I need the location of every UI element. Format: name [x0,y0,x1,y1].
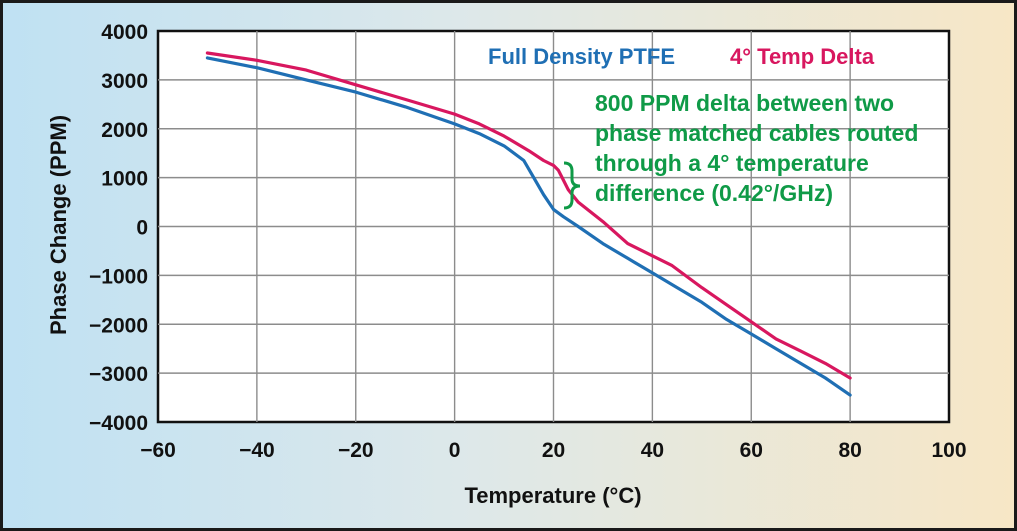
x-tick-label: −20 [338,439,374,462]
y-tick-label: 0 [136,217,148,240]
annotation-brace [563,161,581,210]
y-tick-label: 2000 [101,119,148,142]
series-lines [205,51,852,397]
annotation-line-4: difference (0.42°/GHz) [595,180,833,206]
series-line-temp-delta [205,51,852,380]
x-tick-label: 80 [838,439,861,462]
x-tick-label: 40 [641,439,664,462]
annotation-line-1: 800 PPM delta between two [595,90,894,116]
series-line-full-density-ptfe [205,56,852,397]
annotation-line-2: phase matched cables routed [595,120,918,146]
y-tick-label: 4000 [101,21,148,44]
annotation-line-3: through a 4° temperature [595,150,869,176]
legend-entry-temp-delta: 4° Temp Delta [730,44,875,69]
y-axis-title: Phase Change (PPM) [46,115,71,335]
annotation: 800 PPM delta between two phase matched … [563,90,918,210]
x-tick-label: −40 [239,439,275,462]
tick-labels: −60 −40 −20 0 20 40 60 80 100 4000 3000 2000 1000 0 −1… [89,21,967,462]
x-tick-label: −60 [140,439,176,462]
y-tick-label: −3000 [89,363,148,386]
legend-entry-full-density-ptfe: Full Density PTFE [488,44,675,69]
phase-change-chart: −60 −40 −20 0 20 40 60 80 100 4000 3000 2000 1000 0 −1… [46,21,967,508]
y-tick-label: 3000 [101,70,148,93]
y-tick-label: −1000 [89,265,148,288]
y-tick-label: 1000 [101,168,148,191]
x-tick-label: 60 [740,439,763,462]
y-tick-label: −2000 [89,314,148,337]
x-tick-label: 100 [931,439,966,462]
y-tick-label: −4000 [89,412,148,435]
x-tick-label: 0 [449,439,461,462]
grid-lines [158,31,949,422]
x-axis-title: Temperature (°C) [464,483,641,508]
x-tick-label: 20 [542,439,565,462]
